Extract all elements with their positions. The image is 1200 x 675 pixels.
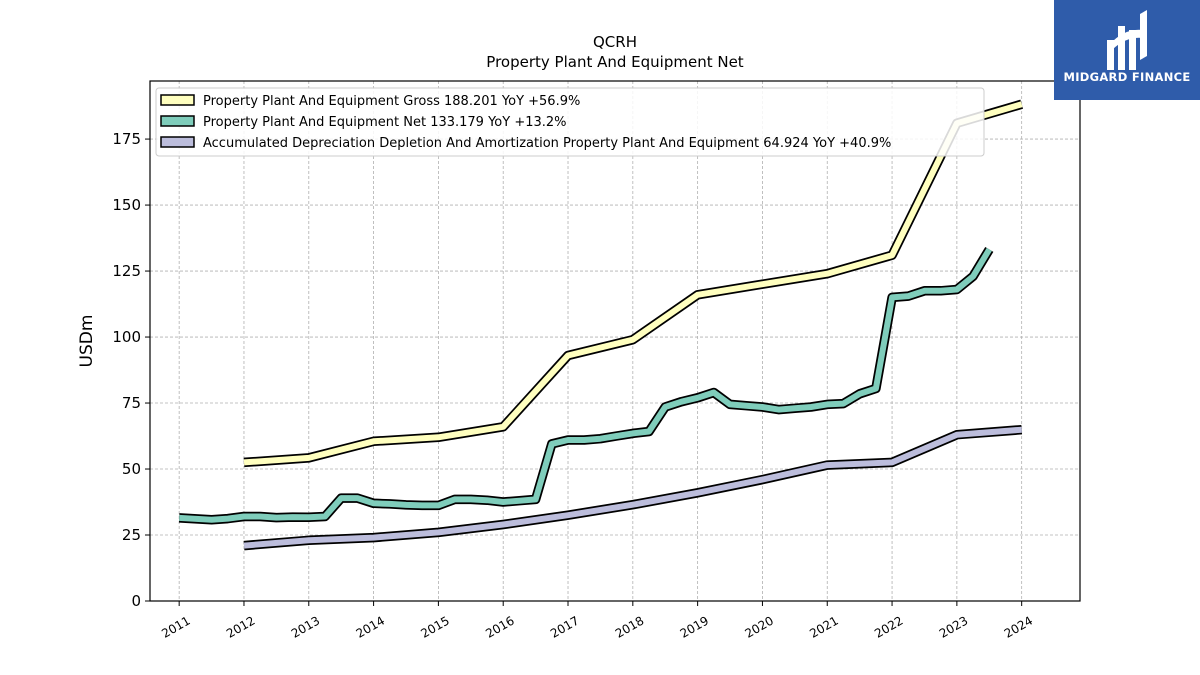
chart-subtitle: Property Plant And Equipment Net xyxy=(486,53,743,71)
x-tick-label: 2020 xyxy=(742,613,775,640)
x-tick-label: 2022 xyxy=(872,613,905,640)
y-tick-label: 50 xyxy=(122,460,141,478)
legend-label-0: Property Plant And Equipment Gross 188.2… xyxy=(203,94,580,109)
brand-logo: MIDGARD FINANCE xyxy=(1054,0,1200,100)
x-tick-label: 2015 xyxy=(418,613,451,640)
series-outline-1 xyxy=(178,246,994,525)
legend: Property Plant And Equipment Gross 188.2… xyxy=(155,87,985,157)
legend-swatch-2 xyxy=(160,136,195,148)
series-line-2 xyxy=(243,426,1022,549)
y-tick-label: 175 xyxy=(112,130,141,148)
midgard-logo-icon xyxy=(1107,10,1147,70)
y-axis-label: USDm xyxy=(77,315,97,368)
y-tick-label: 25 xyxy=(122,526,141,544)
x-tick-label: 2014 xyxy=(354,613,387,640)
y-tick-label: 100 xyxy=(112,328,141,346)
y-tick-label: 125 xyxy=(112,262,141,280)
series-line-1 xyxy=(179,247,992,523)
legend-label-1: Property Plant And Equipment Net 133.179… xyxy=(203,115,567,130)
x-tick-label: 2017 xyxy=(548,613,581,640)
legend-box xyxy=(155,87,985,157)
x-tick-label: 2013 xyxy=(289,613,322,640)
legend-label-2: Accumulated Depreciation Depletion And A… xyxy=(203,136,891,151)
series-line-0 xyxy=(243,101,1023,466)
legend-swatch-0 xyxy=(160,94,195,106)
x-tick-label: 2011 xyxy=(159,613,192,640)
x-tick-label: 2021 xyxy=(807,613,840,640)
y-tick-label: 75 xyxy=(122,394,141,412)
series-layer xyxy=(178,99,1024,551)
x-tick-label: 2018 xyxy=(613,613,646,640)
chart-title: QCRH xyxy=(593,33,637,51)
x-tick-label: 2016 xyxy=(483,613,516,640)
x-ticks: 2011 2012 2013 2014 2015 2016 2017 2018 2019 2020… xyxy=(159,601,1035,641)
x-tick-label: 2012 xyxy=(224,613,257,640)
legend-swatch-1 xyxy=(160,115,195,127)
x-tick-label: 2023 xyxy=(937,613,970,640)
x-tick-label: 2024 xyxy=(1002,613,1035,640)
y-ticks: 0 25 50 75 100 125 150 175 xyxy=(112,130,150,610)
y-tick-label: 150 xyxy=(112,196,141,214)
x-tick-label: 2019 xyxy=(678,613,711,640)
grid xyxy=(150,81,1080,602)
y-tick-label: 0 xyxy=(131,592,141,610)
plot-frame xyxy=(149,80,1081,602)
brand-name: MIDGARD FINANCE xyxy=(1063,70,1191,84)
